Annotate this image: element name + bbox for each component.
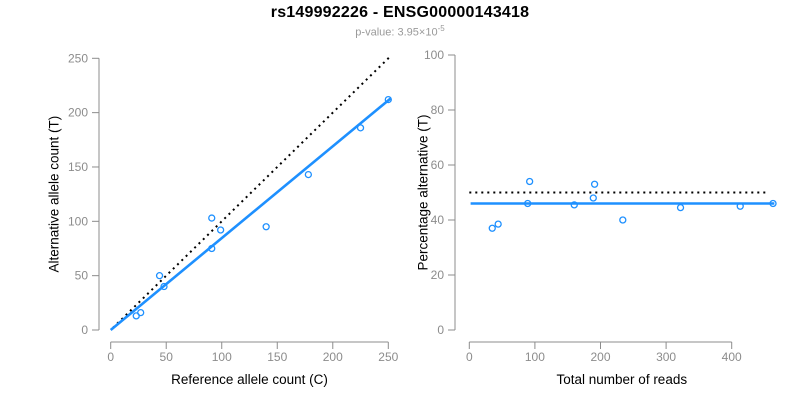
data-point bbox=[137, 308, 145, 317]
pvalue-exponent: -5 bbox=[437, 24, 445, 33]
data-point bbox=[384, 95, 392, 104]
x-tick-label: 300 bbox=[656, 350, 676, 364]
data-point bbox=[590, 180, 599, 188]
data-point bbox=[216, 226, 225, 234]
y-tick-label: 100 bbox=[68, 214, 88, 228]
y-axis-title: Alternative allele count (T) bbox=[47, 116, 62, 273]
y-tick-label: 40 bbox=[431, 213, 445, 227]
identity-line bbox=[112, 54, 393, 329]
regression-line bbox=[109, 97, 392, 332]
scatter-plot-allele-counts: 0 50 100 150 200 250 0 50 100 150 200 250 Reference … bbox=[47, 51, 399, 387]
data-point bbox=[488, 224, 496, 232]
data-point bbox=[208, 214, 216, 222]
data-point bbox=[494, 220, 502, 228]
pvalue-prefix: p-value: bbox=[355, 26, 398, 39]
x-tick-label: 250 bbox=[378, 350, 398, 364]
pvalue-base: 3.95×10 bbox=[397, 26, 438, 39]
x-tick-label: 200 bbox=[590, 350, 610, 364]
data-point bbox=[304, 170, 313, 179]
x-tick-label: 200 bbox=[323, 350, 343, 364]
y-axis-title: Percentage alternative (T) bbox=[416, 114, 431, 270]
data-point bbox=[208, 244, 216, 253]
data-point bbox=[769, 199, 777, 208]
y-tick-label: 100 bbox=[424, 48, 444, 62]
y-tick-label: 50 bbox=[75, 269, 89, 283]
page-title: rs149992226 - ENSG00000143418 bbox=[270, 4, 530, 21]
data-point bbox=[262, 223, 270, 231]
data-point bbox=[570, 201, 578, 209]
x-tick-label: 50 bbox=[160, 350, 174, 364]
data-point bbox=[160, 282, 168, 291]
data-point bbox=[676, 203, 685, 212]
x-tick-label: 150 bbox=[267, 350, 287, 364]
x-axis-title: Reference allele count (C) bbox=[171, 372, 328, 387]
x-tick-label: 400 bbox=[722, 350, 742, 364]
x-tick-label: 0 bbox=[107, 350, 114, 364]
figure-header: rs149992226 - ENSG00000143418 p-value: 3… bbox=[0, 4, 800, 39]
y-tick-label: 60 bbox=[431, 158, 445, 172]
y-tick-label: 250 bbox=[68, 51, 88, 65]
data-point bbox=[736, 202, 744, 210]
y-tick-label: 80 bbox=[431, 103, 445, 117]
x-tick-label: 0 bbox=[466, 350, 473, 364]
data-point bbox=[356, 124, 365, 132]
y-tick-label: 150 bbox=[68, 160, 88, 174]
pvalue-subtitle: p-value: 3.95×10-5 bbox=[0, 24, 800, 39]
data-point bbox=[524, 199, 532, 208]
y-tick-label: 0 bbox=[81, 323, 88, 337]
scatter-plot-percentage-reads: 0 20 40 60 80 100 0 100 200 300 400 Total number of… bbox=[416, 48, 777, 387]
data-point bbox=[619, 216, 627, 224]
x-tick-label: 100 bbox=[212, 350, 232, 364]
x-tick-label: 100 bbox=[525, 350, 545, 364]
data-point bbox=[155, 272, 164, 280]
x-axis-title: Total number of reads bbox=[557, 372, 688, 387]
data-point bbox=[526, 177, 534, 186]
y-tick-label: 0 bbox=[437, 323, 444, 337]
y-tick-label: 200 bbox=[68, 106, 88, 120]
data-point bbox=[589, 194, 597, 202]
y-tick-label: 20 bbox=[431, 268, 445, 282]
